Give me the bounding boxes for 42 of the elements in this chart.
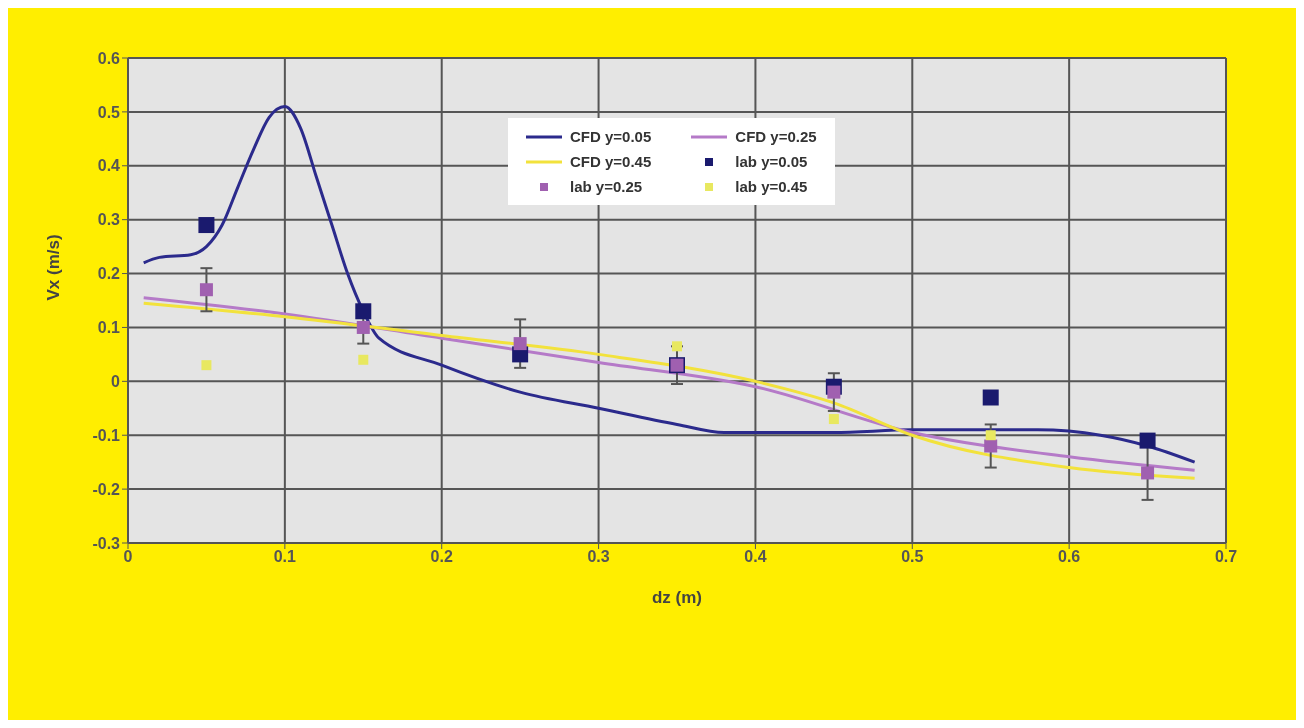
x-tick-label: 0.6 xyxy=(1058,548,1081,566)
point xyxy=(985,430,996,441)
point xyxy=(1139,432,1156,449)
y-tick-label: -0.3 xyxy=(92,534,121,552)
x-tick-label: 0.7 xyxy=(1214,548,1238,566)
y-tick-label: -0.1 xyxy=(92,426,121,444)
legend-label: lab y=0.05 xyxy=(735,153,808,170)
legend-label: lab y=0.25 xyxy=(570,178,643,195)
y-tick-label: 0.4 xyxy=(97,157,121,175)
point xyxy=(827,385,841,399)
point xyxy=(356,320,370,334)
legend-label: CFD y=0.45 xyxy=(570,153,652,170)
legend-label: lab y=0.45 xyxy=(735,178,808,195)
x-tick-label: 0.2 xyxy=(430,548,453,566)
x-tick-label: 0.3 xyxy=(587,548,610,566)
point xyxy=(513,337,527,351)
y-tick-label: -0.2 xyxy=(92,480,121,498)
point xyxy=(199,283,213,297)
y-tick-label: 0.5 xyxy=(97,103,121,121)
x-tick-label: 0.4 xyxy=(744,548,767,566)
point xyxy=(672,341,682,352)
y-tick-label: 0.6 xyxy=(97,49,121,67)
legend-label: CFD y=0.25 xyxy=(735,128,817,145)
point xyxy=(355,303,372,320)
y-tick-label: 0.3 xyxy=(97,211,121,229)
point xyxy=(358,354,369,365)
point xyxy=(1141,466,1155,480)
y-tick-label: 0.1 xyxy=(97,319,121,337)
y-axis-title: Vx (m/s) xyxy=(44,234,64,301)
x-tick-label: 0.5 xyxy=(901,548,924,566)
y-tick-label: 0.2 xyxy=(97,265,121,283)
line-series xyxy=(142,105,1197,464)
point xyxy=(982,389,999,406)
point xyxy=(201,360,212,371)
x-tick-label: 0.1 xyxy=(273,548,297,566)
legend-label: CFD y=0.05 xyxy=(570,128,652,145)
y-tick-label: 0 xyxy=(111,373,121,391)
x-axis-title: dz (m) xyxy=(651,588,703,607)
x-tick-label: 0 xyxy=(123,548,133,566)
point xyxy=(198,217,215,234)
point xyxy=(828,414,839,425)
point xyxy=(984,439,998,453)
